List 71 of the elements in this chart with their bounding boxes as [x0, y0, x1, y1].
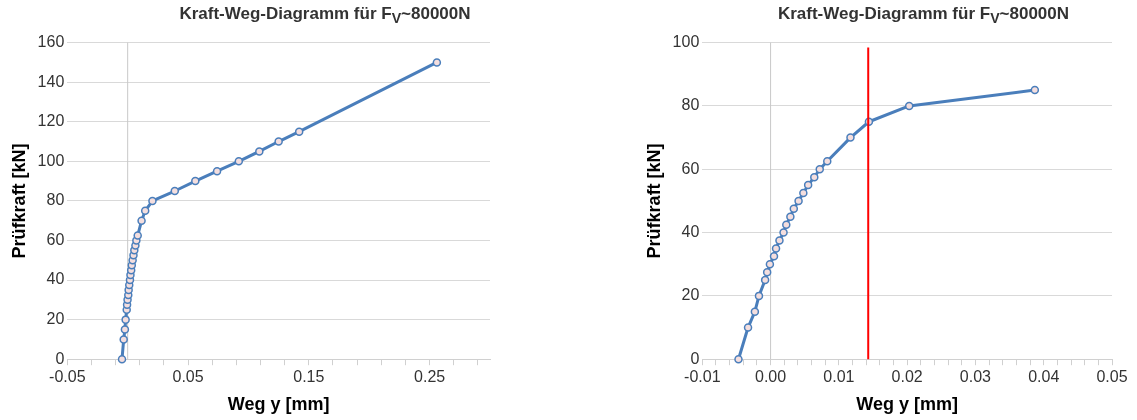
y-tick-label: 0	[690, 349, 700, 367]
point	[137, 216, 146, 225]
x-tick-label: 0.01	[823, 368, 855, 386]
point	[274, 137, 283, 146]
point	[815, 164, 824, 174]
point	[762, 267, 772, 277]
y-tick-label: 80	[681, 96, 700, 114]
point	[432, 58, 442, 67]
point	[191, 176, 200, 186]
y-tick-label: 100	[37, 151, 65, 169]
point	[255, 147, 264, 156]
y-tick-label: 60	[681, 159, 700, 177]
point	[786, 212, 795, 221]
point	[754, 291, 764, 301]
point	[904, 101, 914, 111]
point	[789, 204, 799, 214]
point	[1030, 85, 1040, 95]
point	[734, 354, 743, 364]
point	[750, 307, 760, 316]
point	[771, 244, 781, 253]
point	[794, 196, 803, 206]
y-tick-label: 0	[55, 349, 65, 367]
y-tick-label: 120	[37, 112, 65, 130]
point	[803, 180, 813, 190]
y-tick-label: 160	[37, 33, 65, 51]
point	[799, 188, 808, 198]
x-tick-label: 0.02	[891, 368, 923, 386]
x-tick-label: -0.01	[684, 368, 721, 386]
point	[121, 315, 130, 324]
y-tick-label: 40	[46, 270, 65, 288]
point	[120, 325, 130, 334]
point	[170, 186, 180, 196]
point	[846, 133, 855, 142]
x-tick-label: 0.15	[293, 368, 325, 386]
x-tick-label: 0.04	[1028, 368, 1060, 386]
x-axis-title: Weg y [mm]	[227, 394, 330, 415]
chart-title: Kraft-Weg-Diagramm für F$_{V}$~80000N	[178, 4, 472, 27]
chart-title: Kraft-Weg-Diagramm für F$_{V}$~80000N	[776, 4, 1071, 27]
y-tick-label: 40	[681, 222, 700, 240]
point	[148, 196, 157, 206]
y-tick-label: 60	[46, 230, 65, 248]
x-tick-label: 0.05	[1096, 368, 1128, 386]
point	[117, 354, 127, 364]
y-tick-label: 20	[46, 310, 65, 328]
x-tick-label: 0.03	[959, 368, 992, 386]
y-axis-title: Prüfkraft [kN]	[8, 143, 29, 259]
y-tick-label: 140	[37, 72, 65, 90]
point	[234, 157, 244, 166]
point	[119, 335, 128, 344]
x-axis-title: Weg y [mm]	[856, 394, 958, 415]
point	[743, 323, 753, 332]
y-tick-label: 20	[681, 286, 700, 304]
y-axis-title: Prüfkraft [kN]	[643, 143, 664, 259]
x-tick-label: 0.05	[172, 368, 204, 386]
point	[212, 166, 222, 176]
x-tick-label: 0.25	[414, 368, 446, 386]
point	[775, 236, 784, 245]
point	[823, 157, 832, 166]
point	[133, 231, 142, 240]
point	[140, 206, 150, 216]
point	[810, 172, 819, 182]
point	[294, 127, 304, 136]
x-tick-label: -0.05	[49, 368, 86, 386]
point	[782, 220, 791, 229]
point	[779, 228, 788, 237]
point	[769, 252, 779, 261]
y-tick-label: 100	[672, 33, 700, 51]
point	[760, 275, 770, 285]
point	[765, 259, 775, 269]
y-tick-label: 80	[46, 191, 65, 209]
x-tick-label: 0.00	[755, 368, 787, 386]
